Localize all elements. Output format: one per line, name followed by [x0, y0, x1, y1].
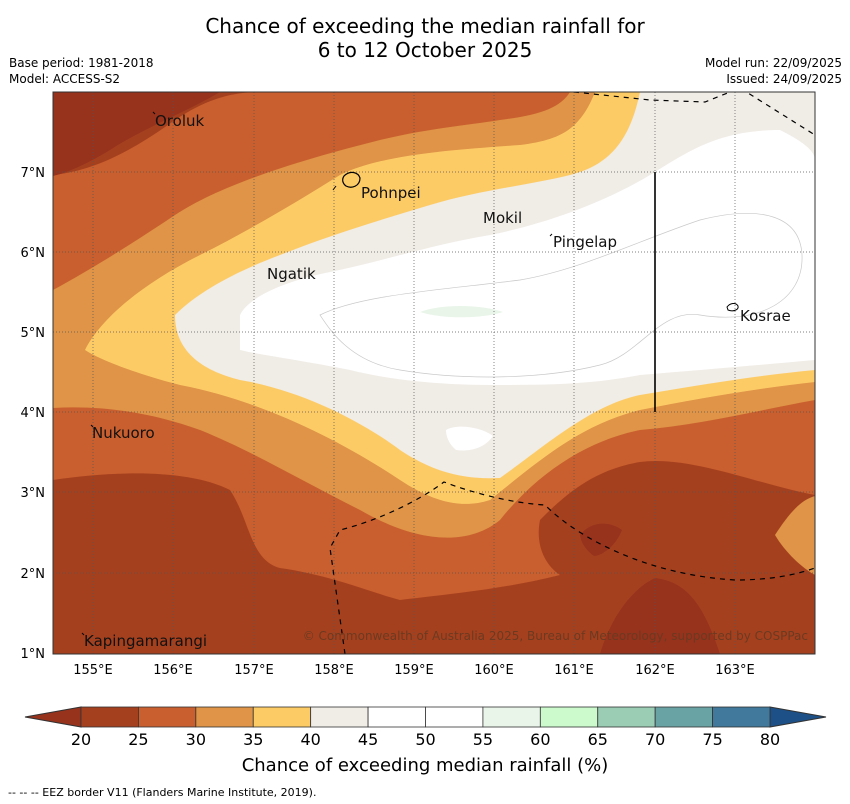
label-nukuoro: Nukuoro — [92, 424, 155, 442]
colorbar-segment — [252, 706, 312, 728]
label-oroluk: Oroluk — [155, 112, 204, 130]
lon-tick: 162°E — [635, 663, 675, 678]
label-ngatik: Ngatik — [267, 265, 316, 283]
colorbar-low-extension — [24, 706, 82, 728]
issued-date: Issued: 24/09/2025 — [726, 72, 842, 86]
kosrae-island — [726, 303, 739, 312]
colorbar-segment — [597, 706, 656, 728]
lat-tick-labels: 7°N 6°N 5°N 4°N 3°N 2°N 1°N — [21, 166, 46, 662]
colorbar-label: 80 — [760, 730, 780, 749]
map-frame — [52, 91, 816, 655]
colorbar-label: 25 — [128, 730, 148, 749]
lat-tick: 2°N — [21, 567, 46, 582]
colorbar: 20 25 30 35 40 45 50 55 60 65 70 75 80 — [24, 706, 827, 749]
label-pohnpei: Pohnpei — [361, 184, 421, 202]
lat-tick: 3°N — [21, 486, 46, 501]
band-below-20-south — [600, 578, 720, 654]
graticule — [53, 92, 815, 654]
label-kosrae: Kosrae — [740, 307, 791, 325]
lon-tick: 159°E — [394, 663, 434, 678]
lat-tick: 5°N — [21, 326, 46, 341]
colorbar-segment — [425, 706, 484, 728]
colorbar-segment — [138, 706, 197, 728]
lon-tick: 158°E — [314, 663, 354, 678]
colorbar-label: 40 — [300, 730, 320, 749]
colorbar-segment — [654, 706, 713, 728]
colorbar-segment — [482, 706, 541, 728]
lon-tick: 163°E — [715, 663, 755, 678]
colorbar-segment — [195, 706, 254, 728]
colorbar-title: Chance of exceeding median rainfall (%) — [241, 755, 609, 776]
lon-tick: 155°E — [73, 663, 113, 678]
atoll-markers — [81, 111, 553, 636]
map-fill-layers — [53, 92, 815, 654]
band-30-35-east — [775, 496, 815, 575]
colorbar-segment — [539, 706, 599, 728]
model-name: Model: ACCESS-S2 — [9, 72, 121, 86]
lon-tick: 157°E — [234, 663, 274, 678]
colorbar-label: 75 — [702, 730, 722, 749]
lon-tick: 156°E — [153, 663, 193, 678]
map-title-line-1: Chance of exceeding the median rainfall … — [205, 14, 645, 38]
contour-50 — [319, 213, 803, 378]
eez-border — [329, 92, 815, 654]
place-labels: Oroluk Pohnpei Mokil Pingelap Ngatik Kos… — [84, 112, 791, 650]
colorbar-label: 60 — [530, 730, 550, 749]
lat-tick: 7°N — [21, 166, 46, 181]
label-mokil: Mokil — [483, 209, 522, 227]
colorbar-segment — [367, 706, 426, 728]
colorbar-segment — [712, 706, 771, 728]
band-45-55 — [240, 130, 815, 385]
colorbar-label: 50 — [415, 730, 435, 749]
colorbar-label: 35 — [243, 730, 263, 749]
label-kapingamarangi: Kapingamarangi — [84, 632, 207, 650]
map-title-line-2: 6 to 12 October 2025 — [317, 38, 533, 62]
base-period: Base period: 1981-2018 — [9, 56, 154, 70]
colorbar-segment — [80, 706, 139, 728]
lat-tick: 4°N — [21, 406, 46, 421]
copyright-text: © Commonwealth of Australia 2025, Bureau… — [303, 629, 808, 643]
colorbar-label: 55 — [473, 730, 493, 749]
colorbar-labels: 20 25 30 35 40 45 50 55 60 65 70 75 80 — [71, 730, 780, 749]
colorbar-label: 30 — [186, 730, 206, 749]
colorbar-high-extension — [769, 706, 827, 728]
band-below-20-islet — [580, 523, 622, 556]
band-45-55-south — [446, 426, 493, 451]
colorbar-label: 45 — [358, 730, 378, 749]
colorbar-label: 70 — [645, 730, 665, 749]
lon-tick-labels: 155°E 156°E 157°E 158°E 159°E 160°E 161°… — [73, 663, 755, 678]
pohnpei-island — [342, 171, 361, 188]
colorbar-segment — [310, 706, 369, 728]
colorbar-label: 20 — [71, 730, 91, 749]
lon-tick: 161°E — [554, 663, 594, 678]
lat-tick: 1°N — [21, 647, 46, 662]
label-pingelap: Pingelap — [553, 233, 617, 251]
band-55-60 — [420, 306, 503, 318]
band-below-20-north — [53, 92, 220, 176]
colorbar-segments — [80, 706, 771, 728]
eez-footnote: -- -- -- EEZ border V11 (Flanders Marine… — [8, 786, 317, 799]
lon-tick: 160°E — [474, 663, 514, 678]
lat-tick: 6°N — [21, 246, 46, 261]
model-run: Model run: 22/09/2025 — [704, 56, 842, 70]
colorbar-label: 65 — [588, 730, 608, 749]
